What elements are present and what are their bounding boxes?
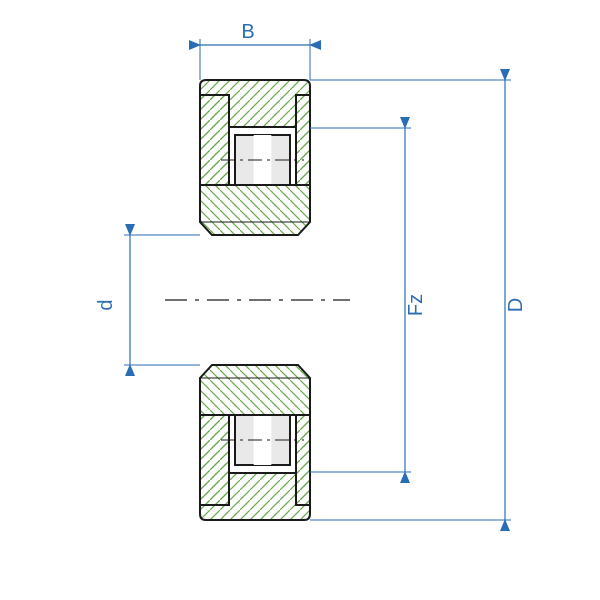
dim-label-d: d <box>95 299 117 310</box>
dim-label-Fz: Fz <box>405 294 427 316</box>
outer-ring-bottom-lip-left <box>200 415 229 505</box>
outer-ring-top-lip-left <box>200 95 229 185</box>
inner-ring-bottom <box>200 365 310 415</box>
dim-label-D: D <box>505 298 527 312</box>
dim-label-B: B <box>241 21 254 43</box>
inner-ring-top <box>200 185 310 235</box>
outer-ring-top-lip-right <box>296 95 310 185</box>
outer-ring-bottom-lip-right <box>296 415 310 505</box>
